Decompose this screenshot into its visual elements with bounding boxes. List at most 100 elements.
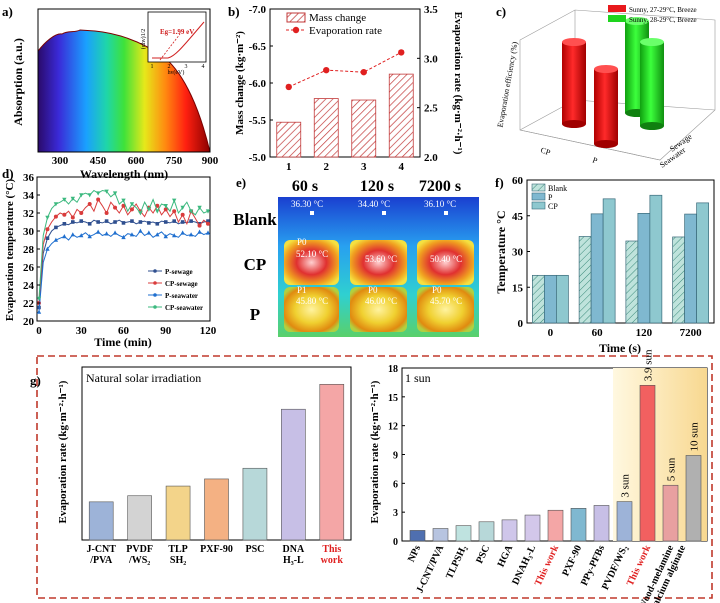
gr-bar-8 bbox=[593, 505, 610, 542]
g-left-ylabel: Evaporation rate (kg·m⁻²·h⁻¹) bbox=[57, 380, 69, 523]
f-ytick-45: 45 bbox=[512, 211, 524, 223]
g-left-title: Natural solar irradiation bbox=[86, 371, 201, 385]
c-3d-front-edge bbox=[519, 129, 661, 161]
e-p-temp-60: 45.80 °C bbox=[296, 296, 328, 306]
c-legend-swatch-2 bbox=[608, 15, 626, 22]
gl-bar-J-CNT/PVA bbox=[88, 501, 114, 541]
gr-bar-9 bbox=[616, 501, 633, 542]
thermal-col-7200 bbox=[412, 197, 479, 337]
gl-xtick-This work: work bbox=[321, 555, 344, 566]
inset-box bbox=[147, 11, 207, 63]
b-evap-point-2 bbox=[323, 66, 330, 74]
f-legend-P: P bbox=[548, 193, 553, 202]
legend-mass-change: Mass change bbox=[309, 12, 366, 24]
c-bar-cp-sewage bbox=[562, 38, 586, 128]
d-ytick-22: 22 bbox=[23, 298, 35, 310]
d-point-CP-sewage bbox=[53, 214, 58, 219]
d-point-P-seawater bbox=[36, 309, 42, 314]
d-point-P-sewage bbox=[79, 219, 84, 223]
d-point-CP-sewage bbox=[113, 205, 118, 210]
b-evap-point-4 bbox=[398, 49, 405, 56]
d-point-P-sewage bbox=[121, 221, 126, 225]
legend-evap-marker bbox=[292, 26, 300, 34]
gl-xtick-J-CNT/PVA: /PVA bbox=[89, 555, 113, 566]
e-blank-temp-7200: 36.10 °C bbox=[424, 199, 456, 209]
b-bar-3 bbox=[351, 99, 377, 158]
d-ytick-32: 32 bbox=[23, 208, 35, 220]
gr-ytick-0: 0 bbox=[393, 537, 398, 548]
e-p-p0-7200: P0 bbox=[432, 285, 442, 295]
c-axis-p: P bbox=[591, 155, 599, 165]
d-point-CP-sewage bbox=[163, 207, 168, 212]
b-ytick-right: 2.5 bbox=[424, 103, 438, 115]
e-blank-temp-120: 34.40 °C bbox=[358, 199, 390, 209]
d-point-P-sewage bbox=[172, 219, 176, 223]
panel-f: f) 0 60 120 7200 0 15 30 45 60 Time (s) Temperat… bbox=[494, 175, 715, 355]
b-evap-point-1 bbox=[285, 83, 292, 91]
gl-xtick-DNAH₃-L: H₃-L bbox=[283, 555, 304, 566]
d-legend-marker-P-sewage bbox=[153, 269, 157, 273]
gr-bar-7 bbox=[570, 508, 587, 542]
b-xtick-2: 2 bbox=[324, 161, 330, 173]
d-point-CP-seawater bbox=[104, 189, 109, 194]
gl-bar-DNAH₃-L bbox=[281, 408, 306, 541]
b-xtick-1: 1 bbox=[286, 161, 292, 173]
panel-a-ylabel: Absorption (a.u.) bbox=[11, 38, 25, 126]
b-xtick-4: 4 bbox=[399, 161, 405, 173]
gr-bar-2 bbox=[455, 525, 472, 542]
gr-ytick-9: 9 bbox=[393, 451, 398, 462]
d-point-CP-sewage bbox=[62, 212, 67, 217]
e-blank-marker-7200 bbox=[444, 211, 448, 215]
d-legend-CP-sewage: CP-sewage bbox=[165, 280, 198, 288]
d-point-P-sewage bbox=[87, 222, 92, 226]
d-point-P-seawater bbox=[70, 232, 75, 237]
c-ylabel: Evaporation efficiency (%) bbox=[496, 41, 520, 128]
panel-g-label: g) bbox=[30, 373, 41, 388]
gl-bar-PSC bbox=[242, 467, 268, 541]
gr-bar-10 bbox=[639, 384, 656, 542]
f-bar-P-0 bbox=[544, 274, 557, 324]
gl-bar-PXF-90 bbox=[204, 478, 229, 541]
inset-curve bbox=[152, 21, 205, 59]
d-point-CP-seawater bbox=[172, 198, 177, 203]
d-xtick-120: 120 bbox=[200, 325, 217, 337]
d-point-CP-seawater bbox=[79, 193, 84, 198]
d-point-P-sewage bbox=[206, 219, 210, 223]
panel-d-label: d) bbox=[2, 166, 14, 181]
e-p-temp-7200: 45.70 °C bbox=[430, 296, 462, 306]
panel-g: g) Natural solar irradiation J-CNT/PVA PV… bbox=[30, 349, 713, 603]
d-point-P-seawater bbox=[62, 234, 67, 239]
b-ytick-left: -6.0 bbox=[249, 78, 267, 90]
gr-bar-label-10: 3.9 sun bbox=[643, 349, 655, 381]
d-point-P-sewage bbox=[45, 236, 50, 240]
gl-bar-PVDF/WS₂ bbox=[127, 495, 152, 541]
d-xtick-60: 60 bbox=[118, 325, 130, 337]
panel-b-label: b) bbox=[228, 4, 240, 19]
tick-a-900: 900 bbox=[202, 155, 219, 167]
tick-a-450: 450 bbox=[90, 155, 107, 167]
d-point-CP-seawater bbox=[121, 198, 126, 203]
b-evap-point-3 bbox=[360, 68, 367, 76]
d-point-P-seawater bbox=[155, 232, 160, 237]
d-point-P-sewage bbox=[138, 220, 143, 224]
gl-xtick-J-CNT/PVA: J-CNT bbox=[86, 544, 116, 555]
d-xtick-30: 30 bbox=[76, 325, 88, 337]
e-blank-temp-60: 36.30 °C bbox=[291, 199, 323, 209]
thermal-col-120 bbox=[345, 197, 412, 337]
d-point-P-sewage bbox=[62, 222, 67, 226]
panel-d: d) 0 30 60 90 120 20 22 24 26 28 30 32 34 36 Time (mi… bbox=[2, 166, 217, 349]
d-point-CP-sewage bbox=[155, 203, 160, 208]
d-point-CP-seawater bbox=[188, 209, 194, 214]
d-ytick-36: 36 bbox=[23, 172, 35, 184]
f-bar-P-120 bbox=[637, 213, 651, 324]
thermal-col-60 bbox=[278, 197, 345, 337]
panel-f-label: f) bbox=[495, 175, 504, 190]
d-point-CP-seawater bbox=[180, 205, 185, 210]
tick-a-750: 750 bbox=[166, 155, 183, 167]
d-ytick-26: 26 bbox=[23, 262, 35, 274]
gr-bar-3 bbox=[478, 521, 495, 542]
b-ytick-right: 3.0 bbox=[424, 53, 438, 65]
d-point-P-seawater bbox=[79, 233, 84, 238]
e-p-p1: P1 bbox=[297, 285, 307, 295]
